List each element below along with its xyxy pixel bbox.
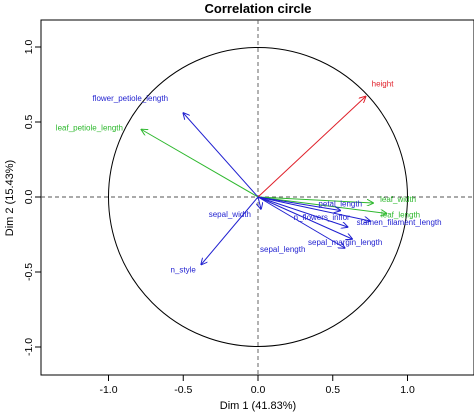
vector-petal-length (257, 196, 340, 211)
x-tick-label: 0.5 (325, 384, 340, 396)
x-axis-label: Dim 1 (41.83%) (220, 400, 296, 412)
vector-label-n-flowers-inflor: n_flowers_inflor (294, 213, 350, 222)
y-tick-label: 0.0 (23, 190, 35, 205)
y-tick-label: -0.5 (23, 263, 35, 281)
vector-label-leaf-petiole-length: leaf_petiole_length (56, 124, 123, 133)
vector-sepal-margin-length (257, 196, 352, 239)
x-tick-label: 0.0 (251, 384, 266, 396)
vector-label-flower-petiole-length: flower_petiole_length (92, 94, 168, 103)
x-tick-label: -0.5 (174, 384, 192, 396)
y-tick-label: 1.0 (23, 40, 35, 55)
unit-circle (108, 47, 408, 347)
vector-label-leaf-length: leaf_length (381, 211, 420, 220)
vector-leaf-width (257, 196, 373, 203)
vector-sepal-width (258, 196, 261, 209)
vector-stamen-filament-length (257, 196, 370, 221)
vector-label-leaf-width: leaf_width (380, 195, 416, 204)
vector-leaf-length (257, 196, 387, 214)
vector-sepal-length (257, 196, 345, 248)
vector-flower-petiole-length (183, 113, 259, 198)
x-axis: -1.0 -0.5 0.0 0.5 1.0 (99, 375, 415, 396)
y-tick-label: 0.5 (23, 115, 35, 130)
vector-height (257, 97, 366, 198)
y-axis-label: Dim 2 (15.43%) (4, 160, 16, 236)
vector-label-sepal-length: sepal_length (260, 245, 305, 254)
vector-label-petal-length: petal_length (318, 200, 362, 209)
x-tick-label: -1.0 (99, 384, 117, 396)
vector-label-n-style: n_style (171, 266, 197, 275)
x-tick-label: 1.0 (400, 384, 415, 396)
vector-n-flowers-inflor (257, 196, 348, 227)
vector-label-sepal-width: sepal_width (209, 210, 251, 219)
chart-title: Correlation circle (205, 1, 312, 16)
variable-vectors: height flower_petiole_length leaf_petiole_… (56, 80, 442, 275)
vector-n-style (201, 196, 259, 265)
y-tick-label: -1.0 (23, 338, 35, 356)
vector-label-height: height (372, 80, 395, 89)
vector-label-stamen-filament-length: stamen_filament_length (357, 218, 442, 227)
y-axis: -1.0 -0.5 0.0 0.5 1.0 (23, 40, 41, 356)
vector-label-sepal-margin-length: sepal_margin_length (308, 238, 382, 247)
vector-leaf-petiole-length (141, 130, 259, 198)
